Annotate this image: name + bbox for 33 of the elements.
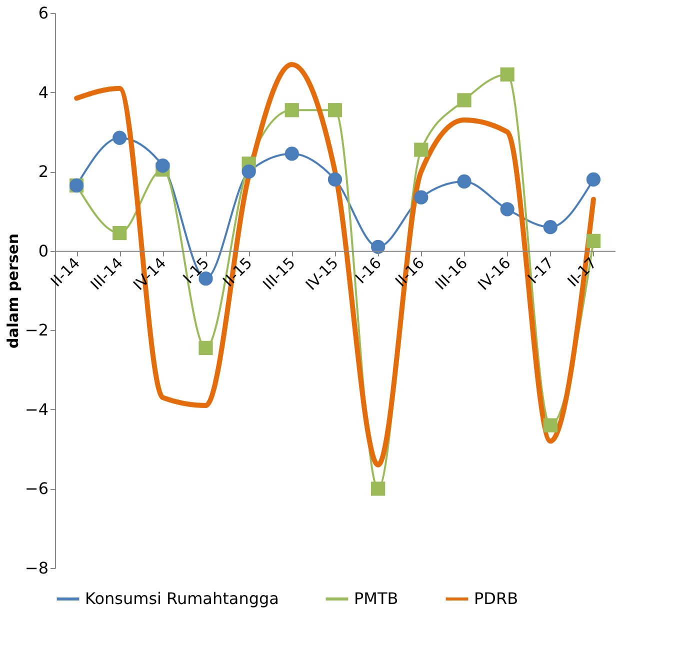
y-tick-label: 4	[38, 82, 48, 102]
point	[414, 142, 428, 157]
point	[156, 158, 170, 173]
point	[112, 130, 127, 145]
y-tick-label: 6	[38, 4, 48, 22]
point	[414, 190, 428, 204]
point	[284, 103, 299, 118]
point	[328, 103, 342, 118]
point	[586, 172, 601, 187]
point	[242, 164, 256, 179]
point	[198, 340, 213, 356]
point	[457, 174, 472, 189]
point	[457, 93, 472, 108]
y-tick-label: −4	[24, 400, 48, 419]
point	[543, 418, 558, 432]
legend-label: Konsumsi Rumahtangga	[85, 589, 279, 608]
point	[500, 202, 514, 216]
point	[284, 146, 299, 161]
point	[112, 226, 127, 240]
point	[586, 234, 601, 248]
y-tick-label: 0	[38, 241, 48, 260]
point	[371, 240, 386, 254]
y-tick-label: 2	[38, 162, 48, 182]
legend-label: PDRB	[474, 589, 518, 608]
point	[371, 482, 386, 496]
point	[500, 67, 514, 82]
y-tick-label: −8	[24, 558, 48, 578]
y-tick-label: −2	[24, 320, 48, 340]
y-tick-label: −6	[24, 479, 48, 498]
point	[328, 172, 342, 187]
point	[543, 220, 558, 234]
legend-label: PMTB	[354, 589, 398, 608]
y-axis-title: dalam persen	[4, 233, 22, 349]
